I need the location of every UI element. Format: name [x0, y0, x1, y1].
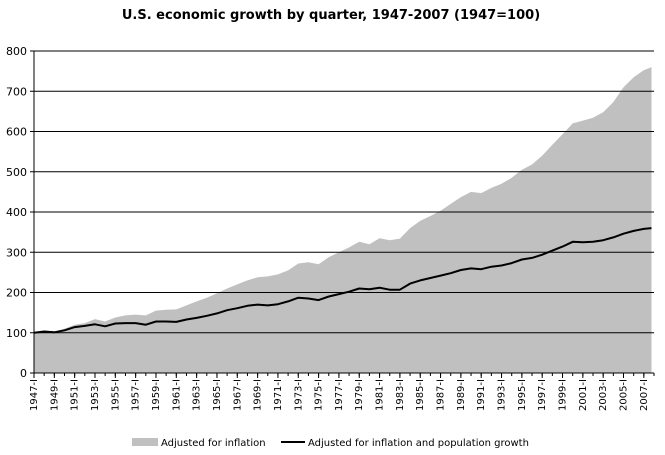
x-tick-label: 1989-I — [456, 379, 467, 411]
x-tick-label: 1959-I — [151, 379, 162, 411]
x-tick-label: 1981-I — [375, 379, 386, 411]
x-tick-label: 1971-I — [273, 379, 284, 411]
y-tick-label: 400 — [6, 206, 27, 219]
legend-swatch-inflation — [132, 438, 158, 446]
x-tick-label: 2001-I — [578, 379, 589, 411]
y-tick-label: 600 — [6, 126, 27, 139]
x-tick-label: 1993-I — [497, 379, 508, 411]
x-tick-label: 1987-I — [436, 379, 447, 411]
y-tick-label: 800 — [6, 45, 27, 58]
x-tick-label: 2005-I — [619, 379, 630, 411]
x-tick-label: 1947-I — [29, 379, 40, 411]
x-tick-label: 1957-I — [131, 379, 142, 411]
y-axis: 0 100 200 300 400 500 600 700 800 — [6, 45, 35, 380]
legend-label-inflation: Adjusted for inflation — [161, 438, 266, 449]
x-tick-label: 1951-I — [70, 379, 81, 411]
x-tick-label: 1997-I — [537, 379, 548, 411]
x-tick-label: 1965-I — [212, 379, 223, 411]
chart-title: U.S. economic growth by quarter, 1947-20… — [122, 8, 540, 23]
x-tick-label: 1961-I — [171, 379, 182, 411]
series-line-population — [33, 227, 652, 334]
x-tick-label: 1977-I — [334, 379, 345, 411]
legend-label-population: Adjusted for inflation and population gr… — [308, 438, 529, 449]
plot-area — [33, 50, 654, 373]
x-tick-label: 1949-I — [49, 379, 60, 411]
x-tick-label: 1991-I — [476, 379, 487, 411]
x-tick-label: 1973-I — [293, 379, 304, 411]
x-tick-label: 2003-I — [598, 379, 609, 411]
x-tick-label: 1955-I — [110, 379, 121, 411]
y-tick-label: 500 — [6, 166, 27, 179]
x-tick-label: 1979-I — [354, 379, 365, 411]
y-tick-label: 0 — [20, 367, 27, 380]
x-tick-label: 1963-I — [192, 379, 203, 411]
x-tick-label: 1983-I — [395, 379, 406, 411]
y-tick-label: 100 — [6, 327, 27, 340]
x-tick-label: 1999-I — [558, 379, 569, 411]
legend: Adjusted for inflation Adjusted for infl… — [132, 438, 529, 449]
x-tick-label: 1969-I — [253, 379, 264, 411]
y-tick-label: 700 — [6, 85, 27, 98]
x-tick-label: 1975-I — [314, 379, 325, 411]
x-tick-label: 1967-I — [232, 379, 243, 411]
x-tick-label: 1995-I — [517, 379, 528, 411]
x-tick-label: 2007-I — [639, 379, 650, 411]
x-axis: 1947-I 1949-I 1951-I 1953-I 1955-I 1957-I 1959… — [29, 372, 655, 411]
y-tick-label: 300 — [6, 246, 27, 259]
x-tick-label: 1953-I — [90, 379, 101, 411]
x-tick-label: 1985-I — [415, 379, 426, 411]
series-area-inflation — [34, 67, 652, 373]
y-tick-label: 200 — [6, 287, 27, 300]
